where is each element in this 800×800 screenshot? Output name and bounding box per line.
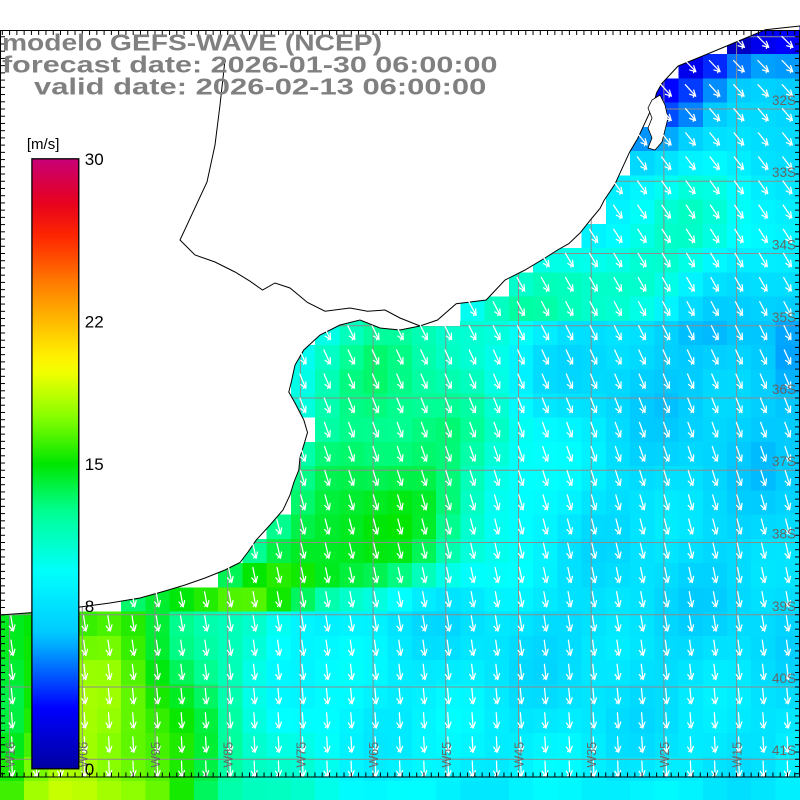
svg-text:W95: W95 [149,742,163,768]
svg-text:32S: 32S [772,93,796,108]
svg-text:0: 0 [85,760,94,779]
svg-text:W75: W75 [294,742,308,768]
svg-text:[m/s]: [m/s] [27,136,60,153]
svg-text:15: 15 [85,455,104,474]
svg-text:34S: 34S [772,238,796,253]
svg-text:valid date: 2026-02-13 06:00:0: valid date: 2026-02-13 06:00:00 [34,74,486,100]
svg-text:33S: 33S [772,165,796,180]
svg-text:30: 30 [85,150,104,169]
svg-text:38S: 38S [772,527,796,542]
svg-text:W55: W55 [440,742,454,768]
svg-text:36S: 36S [772,382,796,397]
svg-text:W15: W15 [731,742,745,768]
svg-text:W85: W85 [222,742,236,768]
svg-text:22: 22 [85,313,104,332]
svg-text:8: 8 [85,597,94,616]
svg-text:37S: 37S [772,454,796,469]
svg-text:W65: W65 [367,742,381,768]
svg-text:39S: 39S [772,599,796,614]
svg-text:W16: W16 [4,742,18,768]
svg-text:W25: W25 [658,742,672,768]
svg-text:35S: 35S [772,310,796,325]
svg-text:41S: 41S [772,743,796,758]
svg-text:40S: 40S [772,671,796,686]
svg-text:W45: W45 [513,742,527,768]
svg-text:W35: W35 [585,742,599,768]
